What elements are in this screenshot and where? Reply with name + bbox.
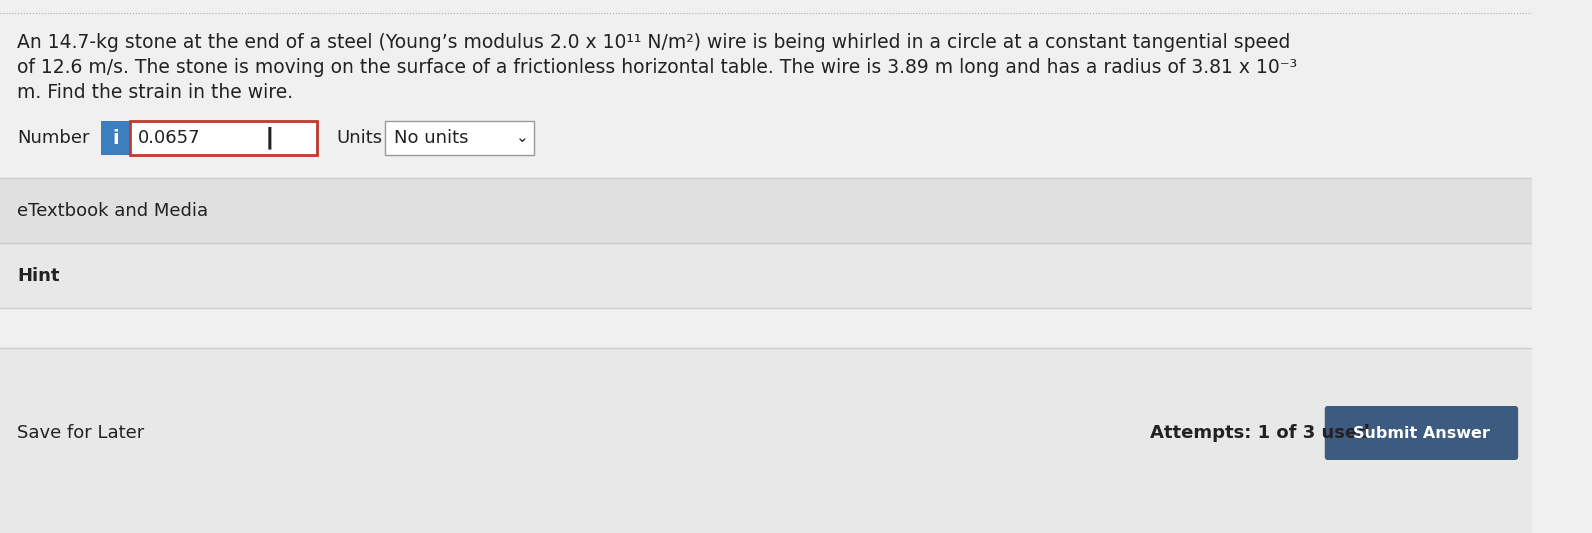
Text: m. Find the strain in the wire.: m. Find the strain in the wire. bbox=[18, 83, 293, 102]
FancyBboxPatch shape bbox=[0, 348, 1532, 533]
FancyBboxPatch shape bbox=[0, 243, 1532, 308]
FancyBboxPatch shape bbox=[131, 121, 317, 155]
Text: ⌄: ⌄ bbox=[516, 131, 529, 146]
FancyBboxPatch shape bbox=[0, 178, 1532, 243]
Text: Hint: Hint bbox=[18, 267, 60, 285]
Text: 0.0657: 0.0657 bbox=[137, 129, 201, 147]
FancyBboxPatch shape bbox=[385, 121, 533, 155]
Text: eTextbook and Media: eTextbook and Media bbox=[18, 202, 209, 220]
Text: ┃: ┃ bbox=[264, 127, 275, 149]
Text: i: i bbox=[111, 128, 119, 148]
Text: No units: No units bbox=[395, 129, 470, 147]
Text: Attempts: 1 of 3 used: Attempts: 1 of 3 used bbox=[1149, 424, 1369, 442]
Text: of 12.6 m/s. The stone is moving on the surface of a frictionless horizontal tab: of 12.6 m/s. The stone is moving on the … bbox=[18, 58, 1297, 77]
Text: Number: Number bbox=[18, 129, 89, 147]
Text: Units: Units bbox=[338, 129, 382, 147]
FancyBboxPatch shape bbox=[1325, 406, 1519, 460]
Text: Save for Later: Save for Later bbox=[18, 424, 145, 442]
FancyBboxPatch shape bbox=[100, 121, 131, 155]
Text: An 14.7-kg stone at the end of a steel (Young’s modulus 2.0 x 10¹¹ N/m²) wire is: An 14.7-kg stone at the end of a steel (… bbox=[18, 33, 1291, 52]
Text: Submit Answer: Submit Answer bbox=[1353, 425, 1490, 440]
